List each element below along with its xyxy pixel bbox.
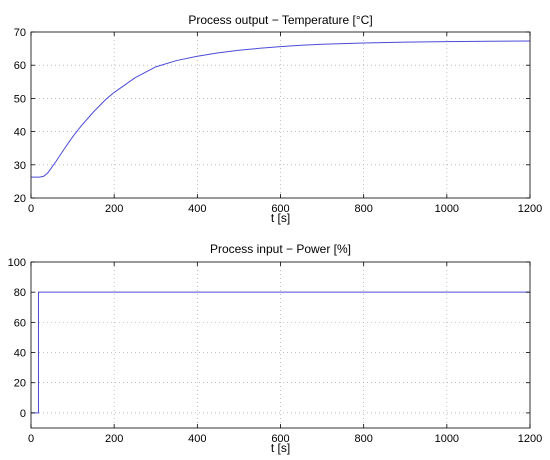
x-tick-label: 0 — [28, 433, 34, 445]
x-axis-label: t [s] — [271, 211, 290, 225]
x-tick-label: 800 — [354, 433, 372, 445]
y-tick-label: 20 — [14, 378, 26, 390]
y-tick-label: 30 — [14, 160, 26, 172]
y-tick-label: 60 — [14, 60, 26, 72]
y-tick-label: 80 — [14, 287, 26, 299]
x-tick-label: 600 — [271, 203, 289, 215]
x-tick-label: 1000 — [435, 433, 459, 445]
x-tick-label: 0 — [28, 203, 34, 215]
x-axis-label: t [s] — [271, 441, 290, 455]
y-tick-label: 40 — [14, 348, 26, 360]
chart-panel-2: 0 200 400 600 800 1000 1200 0 20 40 60 80 100 Process… — [8, 242, 543, 455]
chart-title: Process output − Temperature [°C] — [188, 13, 372, 27]
chart-title: Process input − Power [%] — [210, 242, 351, 256]
series-line — [31, 40, 531, 178]
x-tick-label: 1000 — [435, 203, 459, 215]
y-tick-label: 40 — [14, 127, 26, 139]
plot-area — [31, 32, 530, 198]
x-tick-label: 200 — [105, 203, 123, 215]
x-tick-label: 400 — [188, 433, 206, 445]
x-tick-label: 600 — [271, 433, 289, 445]
x-tick-label: 800 — [354, 203, 372, 215]
x-tick-label: 400 — [188, 203, 206, 215]
y-tick-label: 70 — [14, 27, 26, 39]
x-tick-label: 200 — [105, 433, 123, 445]
y-tick-label: 60 — [14, 317, 26, 329]
y-tick-label: 100 — [8, 257, 26, 269]
y-tick-label: 50 — [14, 93, 26, 105]
y-tick-label: 20 — [14, 193, 26, 205]
x-tick-label: 1200 — [518, 433, 542, 445]
x-tick-label: 1200 — [518, 203, 542, 215]
chart-panel-1: 0 200 400 600 800 1000 1200 20 30 40 50 60 70 Process… — [14, 13, 542, 225]
y-tick-label: 0 — [20, 408, 26, 420]
plot-area — [31, 262, 530, 428]
